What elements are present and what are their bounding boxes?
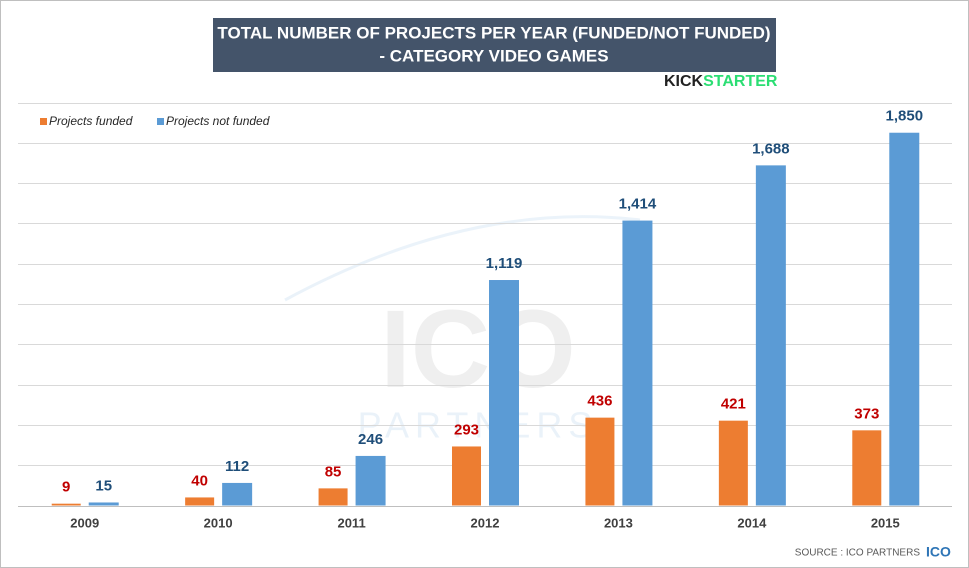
- logo-part: STARTER: [703, 73, 778, 90]
- legend-swatch: [157, 118, 164, 125]
- watermark-arc: [284, 215, 641, 302]
- data-label: 1,119: [486, 255, 523, 272]
- data-label: 373: [854, 405, 879, 422]
- data-label: 9: [62, 479, 70, 496]
- chart-title: - CATEGORY VIDEO GAMES: [379, 46, 608, 65]
- bar: [318, 488, 348, 506]
- bar: [852, 430, 882, 506]
- bar: [889, 132, 920, 506]
- bar: [585, 417, 615, 506]
- watermark-logo: ICO: [380, 288, 576, 411]
- title-box: [213, 18, 776, 72]
- bar: [755, 165, 786, 506]
- legend-swatch: [40, 118, 47, 125]
- bar: [355, 455, 386, 506]
- x-tick-label: 2014: [737, 515, 767, 530]
- bar: [622, 220, 653, 506]
- bar: [51, 503, 81, 506]
- bar: [452, 446, 481, 506]
- source-logo: ICO: [926, 544, 951, 560]
- data-label: 1,688: [752, 140, 790, 157]
- chart-title: TOTAL NUMBER OF PROJECTS PER YEAR (FUNDE…: [217, 23, 770, 42]
- data-label: 436: [587, 393, 612, 410]
- bar: [88, 502, 119, 506]
- x-tick-label: 2010: [204, 515, 233, 530]
- logo-part: KICK: [664, 73, 704, 90]
- x-tick-label: 2015: [871, 515, 900, 530]
- legend-label: Projects not funded: [166, 114, 270, 128]
- data-label: 85: [325, 463, 342, 480]
- legend-label: Projects funded: [49, 114, 133, 128]
- data-label: 246: [358, 431, 383, 448]
- x-tick-label: 2012: [471, 515, 500, 530]
- x-tick-label: 2009: [70, 515, 99, 530]
- data-label: 421: [721, 396, 746, 413]
- data-label: 40: [191, 472, 208, 489]
- data-label: 293: [454, 421, 479, 438]
- data-label: 1,414: [619, 196, 657, 213]
- bar: [222, 482, 253, 506]
- bar: [185, 497, 215, 506]
- data-label: 112: [225, 458, 249, 475]
- bar: [489, 280, 519, 506]
- source: SOURCE : ICO PARTNERS: [795, 548, 921, 559]
- x-tick-label: 2011: [337, 515, 365, 530]
- data-label: 15: [95, 477, 112, 494]
- kickstarter-logo: KICKSTARTER: [664, 73, 778, 90]
- data-label: 1,850: [886, 108, 924, 125]
- x-tick-label: 2013: [604, 515, 633, 530]
- bar: [718, 420, 748, 506]
